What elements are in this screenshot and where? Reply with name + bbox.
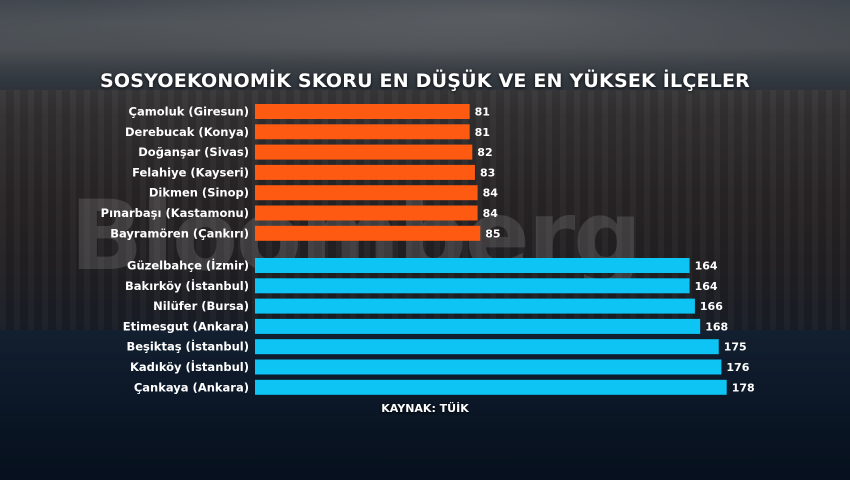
background-sea [0,330,850,480]
bar [255,225,481,241]
value-label: 85 [485,227,500,240]
bar [255,104,470,119]
bar [255,258,690,273]
category-label: Bayramören (Çankırı) [110,226,249,240]
chart-title: SOSYOEKONOMİK SKORU EN DÜŞÜK VE EN YÜKSE… [100,70,750,92]
category-label: Felahiye (Kayseri) [132,165,249,179]
bar [255,185,478,201]
category-label: Nilüfer (Bursa) [153,299,249,313]
category-label: Güzelbahçe (İzmir) [127,258,249,273]
background-sky [0,0,850,80]
bar [255,164,475,180]
value-label: 81 [475,106,490,119]
bar [255,124,470,140]
category-label: Bakırköy (İstanbul) [125,278,249,293]
category-label: Beşiktaş (İstanbul) [126,339,249,354]
category-label: Etimesgut (Ankara) [123,319,249,333]
value-label: 164 [695,280,718,293]
category-label: Çankaya (Ankara) [134,380,249,394]
value-label: 84 [483,187,499,200]
category-label: Kadıköy (İstanbul) [130,359,249,374]
value-label: 81 [475,126,490,139]
bar [255,379,727,395]
category-label: Derebucak (Konya) [125,125,249,139]
bar [255,339,719,355]
value-label: 178 [732,381,755,394]
bar [255,359,722,375]
category-label: Dikmen (Sinop) [149,186,249,200]
value-label: 166 [700,300,723,313]
value-label: 82 [477,146,492,159]
bar [255,278,690,294]
value-label: 175 [724,341,747,354]
bar [255,318,701,334]
value-label: 168 [705,320,728,333]
category-label: Pınarbaşı (Kastamonu) [101,206,249,220]
bar [255,144,473,160]
category-label: Doğanşar (Sivas) [138,145,249,159]
value-label: 164 [695,260,718,273]
bar [255,205,478,221]
value-label: 84 [483,207,499,220]
value-label: 83 [480,166,495,179]
value-label: 176 [726,361,749,374]
bar [255,298,695,314]
source-note: KAYNAK: TÜİK [381,402,469,415]
category-label: Çamoluk (Giresun) [129,105,249,119]
